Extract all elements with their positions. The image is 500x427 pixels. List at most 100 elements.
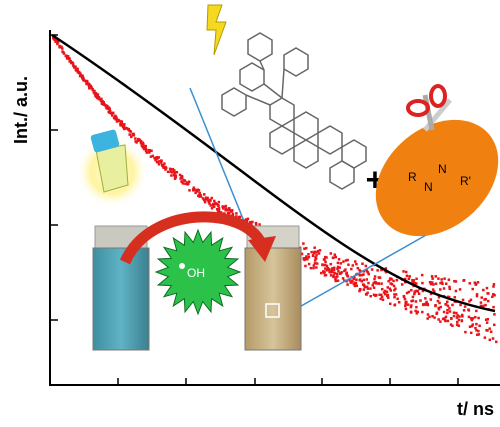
decay-point xyxy=(428,315,431,319)
decay-point xyxy=(446,300,449,304)
decay-point xyxy=(440,278,443,281)
decay-point xyxy=(336,267,339,270)
decay-point xyxy=(389,289,393,292)
decay-point xyxy=(94,95,98,98)
arrow xyxy=(119,211,268,265)
decay-point xyxy=(312,264,316,267)
decay-point xyxy=(108,111,111,114)
decay-point xyxy=(70,61,73,65)
decay-point xyxy=(467,309,471,312)
decay-point xyxy=(454,280,458,283)
decay-point xyxy=(160,159,163,162)
decay-point xyxy=(361,283,365,286)
decay-point xyxy=(331,256,335,260)
decay-point xyxy=(85,81,88,85)
decay-point xyxy=(486,317,490,321)
decay-point xyxy=(431,314,434,318)
decay-point xyxy=(224,204,227,208)
decay-point xyxy=(231,212,235,216)
decay-point xyxy=(426,303,430,307)
decay-point xyxy=(402,270,405,273)
decay-point xyxy=(184,182,187,186)
decay-point xyxy=(318,249,322,252)
decay-point xyxy=(426,317,429,320)
decay-point xyxy=(364,264,368,268)
decay-point xyxy=(365,269,368,272)
decay-point xyxy=(345,272,348,276)
decay-point xyxy=(448,310,452,313)
decay-point xyxy=(365,293,368,296)
decay-point xyxy=(123,123,126,126)
decay-point xyxy=(164,165,167,169)
decay-point xyxy=(388,278,392,281)
decay-point xyxy=(450,317,453,320)
decay-point xyxy=(442,287,446,290)
decay-point xyxy=(382,291,386,294)
decay-point xyxy=(452,314,456,318)
decay-point xyxy=(74,68,78,72)
decay-point xyxy=(479,301,483,304)
decay-point xyxy=(334,279,337,283)
decay-point xyxy=(422,303,425,306)
decay-point xyxy=(444,319,447,323)
decay-point xyxy=(397,301,401,304)
decay-point xyxy=(440,281,444,284)
decay-point xyxy=(97,97,101,101)
decay-point xyxy=(415,277,418,281)
decay-point xyxy=(475,329,478,332)
decay-point xyxy=(356,266,360,270)
decay-point xyxy=(329,274,333,277)
decay-point xyxy=(89,84,92,88)
decay-point xyxy=(380,282,383,285)
decay-point xyxy=(170,171,174,174)
decay-point xyxy=(432,283,435,286)
decay-point xyxy=(441,282,444,286)
decay-point xyxy=(331,270,334,274)
decay-point xyxy=(221,207,225,210)
decay-point xyxy=(181,182,185,185)
decay-point xyxy=(378,293,381,297)
decay-point xyxy=(404,302,408,306)
decay-point xyxy=(111,114,114,117)
decay-point xyxy=(352,277,356,281)
decay-point xyxy=(206,196,209,200)
decay-point xyxy=(373,275,377,278)
decay-point xyxy=(314,257,318,260)
lightning-icon xyxy=(206,4,227,56)
decay-point xyxy=(420,273,424,277)
decay-point xyxy=(71,62,75,65)
decay-point xyxy=(305,257,308,261)
decay-point xyxy=(437,277,440,280)
decay-point xyxy=(369,287,372,290)
decay-point xyxy=(446,304,450,308)
decay-point xyxy=(87,83,91,87)
decay-point xyxy=(90,86,93,90)
azo-r-prime: R' xyxy=(460,174,471,188)
decay-point xyxy=(221,205,224,208)
decay-point xyxy=(129,130,133,133)
decay-point xyxy=(305,255,308,258)
decay-point xyxy=(313,246,316,249)
decay-point xyxy=(421,289,425,293)
decay-point xyxy=(487,292,490,295)
decay-point xyxy=(458,288,462,291)
decay-point xyxy=(429,292,433,296)
decay-point xyxy=(358,274,362,277)
decay-point xyxy=(383,289,387,293)
decay-point xyxy=(122,127,126,131)
decay-point xyxy=(455,316,459,319)
decay-point xyxy=(136,139,140,142)
decay-point xyxy=(417,292,421,296)
decay-point xyxy=(410,304,413,307)
decay-point xyxy=(355,278,358,281)
decay-point xyxy=(108,107,111,110)
decay-point xyxy=(406,303,410,306)
decay-point xyxy=(453,279,456,283)
decay-point xyxy=(111,111,114,115)
decay-point xyxy=(433,290,436,293)
decay-point xyxy=(409,305,413,309)
decay-point xyxy=(447,295,451,299)
decay-point xyxy=(81,74,84,78)
decay-point xyxy=(205,198,208,201)
